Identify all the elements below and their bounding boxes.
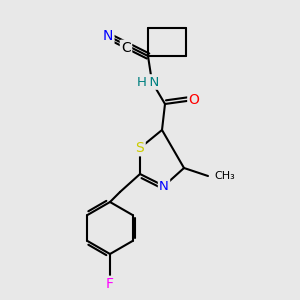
Text: S: S (136, 141, 144, 155)
Text: N: N (103, 29, 113, 43)
Text: F: F (106, 277, 114, 291)
Text: C: C (121, 41, 131, 55)
Text: H N: H N (137, 76, 159, 88)
Text: CH₃: CH₃ (214, 171, 235, 181)
Text: O: O (189, 93, 200, 107)
Text: N: N (159, 179, 169, 193)
